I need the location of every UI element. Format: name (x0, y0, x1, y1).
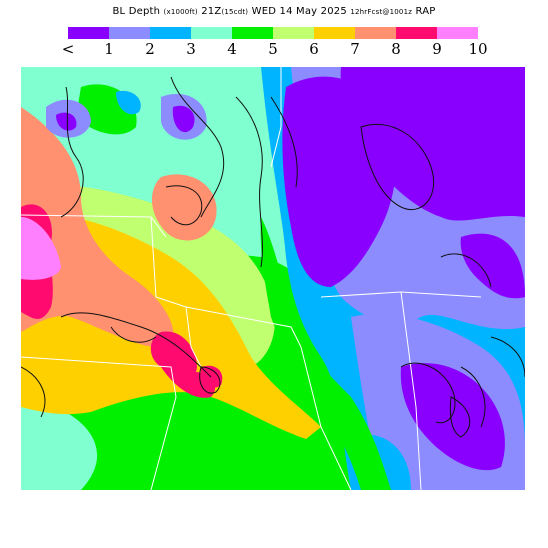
magenta-blob-sw2 (200, 365, 223, 388)
legend-swatch-1 (109, 27, 150, 39)
salmon-blob-center (151, 174, 217, 241)
se-purple-region (400, 363, 505, 471)
legend-tick-label: 7 (350, 40, 360, 58)
legend-swatch-9 (437, 27, 478, 39)
state-borders (21, 67, 482, 490)
legend-swatch-7 (355, 27, 396, 39)
title-run: 12hrFcst@1001z (350, 8, 413, 16)
legend-swatch-8 (396, 27, 437, 39)
legend-tick-label: 8 (391, 40, 401, 58)
legend-tick-label: 6 (309, 40, 319, 58)
color-legend (68, 27, 478, 39)
nw-purple-1 (56, 112, 77, 131)
salmon-region (21, 107, 174, 348)
legend-swatch-4 (232, 27, 273, 39)
title-time-note: (15cdt) (221, 8, 249, 16)
magenta-blob-sw (150, 331, 216, 398)
central-green-stripe (260, 217, 391, 490)
nw-cyan-1 (116, 90, 141, 115)
legend-tick-label: 9 (432, 40, 442, 58)
pink-region-west (21, 217, 61, 280)
legend-tick-label: 5 (268, 40, 278, 58)
legend-ticks: <1 2 3 4 5 6 7 8 9 10 (0, 40, 548, 58)
legend-tick-label: 10 (468, 40, 488, 58)
title-units: (x1000ft) (163, 8, 198, 16)
lake-superior (340, 67, 525, 221)
legend-swatch-0 (68, 27, 109, 39)
legend-tick-label: 2 (145, 40, 155, 58)
chart-title: BL Depth (x1000ft) 21Z(15cdt) WED 14 May… (0, 6, 548, 17)
legend-swatch-3 (191, 27, 232, 39)
title-date: WED 14 May 2025 (251, 6, 347, 17)
legend-tick-label: < (61, 40, 75, 58)
legend-tick-label: 4 (227, 40, 237, 58)
legend-swatch-2 (150, 27, 191, 39)
legend-tick-label: 1 (104, 40, 114, 58)
legend-swatch-6 (314, 27, 355, 39)
legend-tick-label: 3 (186, 40, 196, 58)
nw-purple-2 (172, 105, 195, 133)
legend-swatch-5 (273, 27, 314, 39)
bl-depth-map (21, 67, 525, 490)
title-time: 21Z (201, 6, 222, 17)
title-main: BL Depth (112, 6, 161, 17)
contour-lines (21, 76, 525, 438)
title-model: RAP (415, 6, 436, 17)
lake-huron (460, 233, 525, 299)
